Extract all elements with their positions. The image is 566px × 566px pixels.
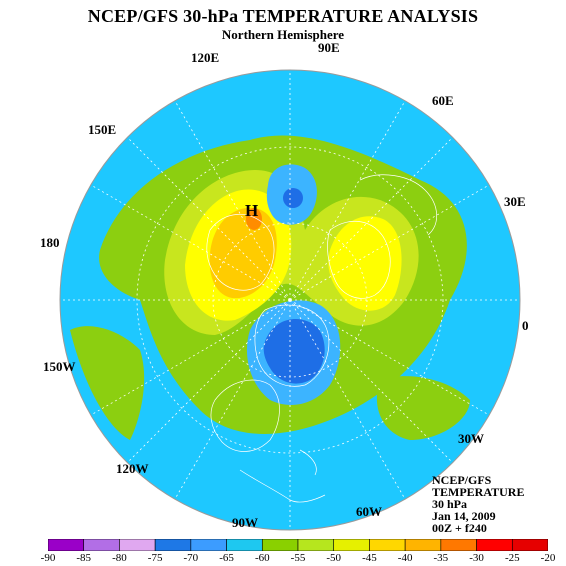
cold-north-core bbox=[283, 188, 303, 208]
info-line-model: NCEP/GFS bbox=[432, 473, 492, 487]
color-legend bbox=[48, 539, 548, 551]
lon-label-120w: 120W bbox=[116, 461, 149, 476]
lon-label-180: 180 bbox=[40, 235, 60, 250]
legend-tick-label: -75 bbox=[147, 552, 163, 564]
legend-swatch bbox=[476, 539, 513, 551]
legend-swatch bbox=[83, 539, 120, 551]
legend-swatch bbox=[119, 539, 156, 551]
legend-tick-label: -20 bbox=[540, 552, 556, 564]
graticule bbox=[60, 70, 520, 530]
lon-label-60w: 60W bbox=[356, 504, 382, 519]
legend-tick-label: -65 bbox=[219, 552, 234, 564]
lon-label-90e: 90E bbox=[318, 40, 340, 55]
legend-tick-label: -45 bbox=[362, 552, 377, 564]
lon-label-30e: 30E bbox=[504, 194, 526, 209]
lon-label-150e: 150E bbox=[88, 122, 117, 137]
lon-label-30w: 30W bbox=[458, 431, 484, 446]
temperature-field bbox=[60, 70, 520, 530]
green-south-east bbox=[376, 376, 470, 440]
info-line-date: Jan 14, 2009 bbox=[432, 509, 496, 523]
info-line-level: 30 hPa bbox=[432, 497, 468, 511]
legend-tick-label: -25 bbox=[504, 552, 520, 564]
legend-swatch bbox=[404, 539, 442, 551]
lon-label-120e: 120E bbox=[191, 50, 220, 65]
legend-swatch bbox=[369, 539, 406, 551]
cold-core-region bbox=[263, 318, 325, 384]
info-line-forecast: 00Z + f240 bbox=[432, 521, 487, 535]
legend-tick-label: -60 bbox=[254, 552, 270, 564]
chart-subtitle: Northern Hemisphere bbox=[221, 27, 345, 42]
legend-swatch bbox=[333, 539, 370, 551]
legend-swatch bbox=[48, 539, 85, 551]
lon-label-150w: 150W bbox=[43, 359, 76, 374]
lon-label-60e: 60E bbox=[432, 93, 454, 108]
green-outer-south bbox=[70, 326, 145, 440]
legend-swatch bbox=[440, 539, 477, 551]
legend-swatch bbox=[154, 539, 192, 551]
map-boundary bbox=[59, 69, 521, 531]
legend-tick-label: -90 bbox=[40, 552, 56, 564]
legend-tick-label: -85 bbox=[76, 552, 92, 564]
legend-tick-label: -35 bbox=[433, 552, 449, 564]
legend-tick-label: -55 bbox=[290, 552, 306, 564]
legend-swatch bbox=[261, 539, 299, 551]
legend-tick-label: -80 bbox=[112, 552, 127, 564]
legend-swatch bbox=[297, 539, 335, 551]
legend-tick-label: -30 bbox=[469, 552, 484, 564]
hot-core bbox=[246, 208, 262, 230]
lon-label-0: 0 bbox=[522, 318, 529, 333]
info-block: NCEP/GFS TEMPERATURE 30 hPa Jan 14, 2009… bbox=[432, 474, 524, 534]
legend-tick-label: -50 bbox=[326, 552, 342, 564]
legend-tick-labels: -90 -85 -80 -75 -70 -65 -60 -55 -50 -45 -40 -35 -30 -… bbox=[41, 552, 556, 564]
chart-title: NCEP/GFS 30-hPa TEMPERATURE ANALYSIS bbox=[87, 6, 479, 26]
legend-swatch bbox=[190, 539, 227, 551]
lon-label-90w: 90W bbox=[232, 515, 258, 530]
legend-tick-label: -40 bbox=[397, 552, 413, 564]
high-pressure-marker: H bbox=[245, 201, 259, 220]
info-line-field: TEMPERATURE bbox=[432, 485, 525, 499]
legend-tick-label: -70 bbox=[183, 552, 199, 564]
legend-swatch bbox=[226, 539, 263, 551]
legend-swatch bbox=[511, 539, 548, 551]
